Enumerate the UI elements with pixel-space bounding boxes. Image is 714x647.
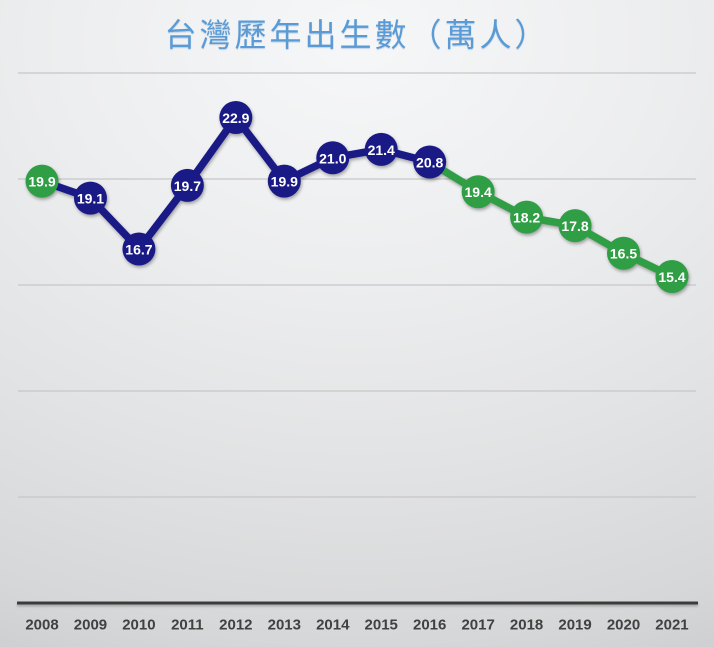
data-point-label: 18.2 xyxy=(513,210,540,226)
x-axis-label-2010: 2010 xyxy=(122,617,155,634)
data-point-2020 xyxy=(607,236,641,270)
data-point-2016 xyxy=(413,145,447,179)
data-point-2010 xyxy=(122,232,156,266)
data-point-2015 xyxy=(364,132,398,166)
x-axis-label-2008: 2008 xyxy=(25,617,58,634)
x-axis-label-2021: 2021 xyxy=(655,617,688,634)
data-point-label: 19.9 xyxy=(271,174,298,190)
data-point-label: 17.8 xyxy=(561,218,588,234)
data-point-2018 xyxy=(510,200,544,234)
data-series xyxy=(25,101,689,294)
data-point-2021 xyxy=(655,260,689,294)
data-point-label: 22.9 xyxy=(222,110,249,126)
data-point-label: 21.0 xyxy=(319,150,346,166)
x-axis-label-2020: 2020 xyxy=(607,617,640,634)
data-point-2014 xyxy=(316,141,350,175)
chart-title: 台灣歷年出生數（萬人） xyxy=(164,17,550,53)
data-point-2017 xyxy=(461,175,495,209)
data-point-2012 xyxy=(219,101,253,135)
data-point-2019 xyxy=(558,209,592,243)
data-point-label: 21.4 xyxy=(368,142,395,158)
data-point-label: 19.4 xyxy=(465,184,492,200)
x-axis-label-2011: 2011 xyxy=(171,617,204,634)
x-axis-label-2015: 2015 xyxy=(365,617,398,634)
data-point-2008 xyxy=(25,164,59,198)
x-axis-label-2013: 2013 xyxy=(268,617,301,634)
x-axis-label-2018: 2018 xyxy=(510,617,543,634)
x-axis-label-2017: 2017 xyxy=(461,617,494,634)
data-point-label: 16.7 xyxy=(125,241,152,257)
data-point-label: 20.8 xyxy=(416,155,443,171)
data-point-2011 xyxy=(170,168,204,202)
x-axis-label-2012: 2012 xyxy=(219,617,252,634)
data-point-2013 xyxy=(267,164,301,198)
data-point-label: 19.1 xyxy=(77,191,104,207)
x-axis-label-2016: 2016 xyxy=(413,617,446,634)
x-axis-label-2014: 2014 xyxy=(316,617,350,634)
x-axis-label-2019: 2019 xyxy=(558,617,591,634)
data-point-label: 19.9 xyxy=(28,174,55,190)
data-point-2009 xyxy=(73,181,107,215)
data-point-label: 15.4 xyxy=(658,269,685,285)
data-point-label: 19.7 xyxy=(174,178,201,194)
data-point-label: 16.5 xyxy=(610,246,637,262)
x-axis-label-2009: 2009 xyxy=(74,617,107,634)
